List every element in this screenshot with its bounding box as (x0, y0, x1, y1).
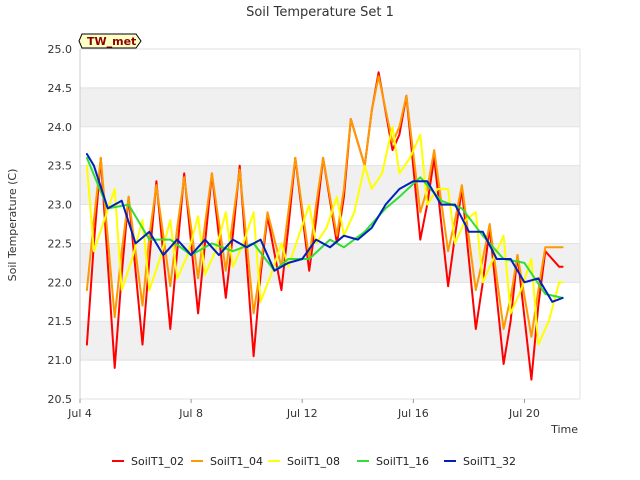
series-line-SoilT1_32 (85, 153, 564, 303)
x-tick-label: Jul 20 (508, 407, 540, 420)
y-tick-label: 21.5 (48, 315, 73, 328)
series-lines (85, 71, 564, 381)
y-tick-label: 23.0 (48, 199, 73, 212)
legend-label: SoilT1_02 (131, 455, 184, 468)
plot-band (80, 321, 580, 361)
y-tick-label: 24.5 (48, 82, 73, 95)
x-axis-label: Time (550, 423, 578, 436)
badge-label: TW_met (87, 35, 136, 48)
legend-label: SoilT1_04 (210, 455, 263, 468)
y-tick-label: 22.0 (48, 276, 73, 289)
legend: SoilT1_02 SoilT1_04 SoilT1_08 SoilT1_16 Soil… (112, 455, 516, 468)
x-axis: Jul 4 Jul 8 Jul 12 Jul 16 Jul 20 (67, 399, 540, 420)
series-line-SoilT1_16 (85, 156, 564, 299)
plot-band (80, 282, 580, 322)
badge-shape (78, 33, 142, 49)
y-axis: 20.5 21.0 21.5 22.0 22.5 23.0 23.5 24.0 24.5 25.0 (48, 43, 73, 406)
plot-band (80, 204, 580, 244)
plot-band (80, 49, 580, 88)
y-tick-label: 25.0 (48, 43, 73, 56)
plot-band (80, 360, 580, 399)
plot-band (80, 126, 580, 166)
x-tick-label: Jul 4 (67, 407, 92, 420)
legend-label: SoilT1_32 (463, 455, 516, 468)
chart-title: Soil Temperature Set 1 (246, 5, 394, 20)
y-tick-label: 20.5 (48, 393, 73, 406)
y-tick-label: 23.5 (48, 160, 73, 173)
x-tick-label: Jul 8 (178, 407, 203, 420)
y-tick-label: 24.0 (48, 121, 73, 134)
plot-band (80, 87, 580, 127)
y-axis-label: Soil Temperature (C) (6, 169, 19, 282)
y-tick-label: 21.0 (48, 354, 73, 367)
x-tick-label: Jul 12 (286, 407, 318, 420)
y-tick-label: 22.5 (48, 237, 73, 250)
plot-background (80, 49, 580, 399)
series-line-SoilT1_08 (85, 125, 564, 346)
x-tick-label: Jul 16 (397, 407, 429, 420)
legend-label: SoilT1_08 (287, 455, 340, 468)
badge: TW_met (78, 33, 142, 49)
legend-label: SoilT1_16 (376, 455, 429, 468)
